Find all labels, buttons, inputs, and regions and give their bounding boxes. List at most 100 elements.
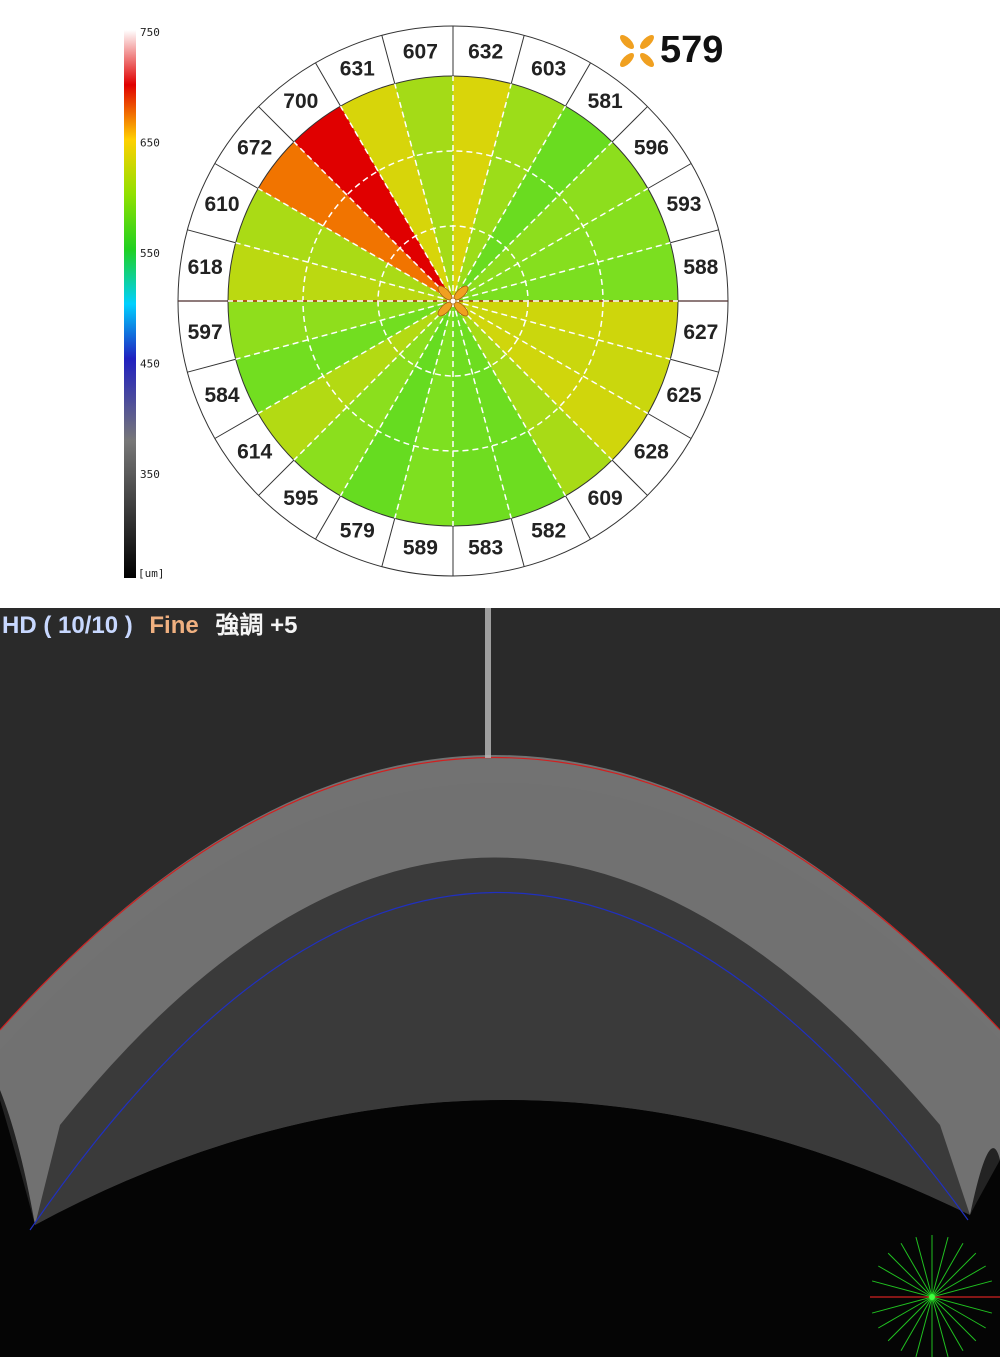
sector-label: 584: [205, 384, 240, 407]
sector-divider: [214, 413, 259, 439]
sector: [228, 242, 453, 301]
radial-line: [235, 242, 454, 302]
sector-label: 627: [683, 321, 718, 344]
sector-divider: [315, 495, 341, 540]
sector-divider: [565, 495, 591, 540]
sector-divider: [187, 229, 236, 244]
scan-direction: [931, 1252, 977, 1298]
scan-header: HD ( 10/10 ) Fine 強調 +5: [2, 611, 297, 639]
scan-quality: Fine: [149, 612, 198, 639]
scan-enhance: 強調 +5: [215, 611, 297, 639]
radial-line: [452, 300, 671, 360]
scan-direction: [871, 1296, 933, 1314]
sector-label: 588: [683, 256, 718, 279]
radial-line: [394, 83, 454, 302]
scale-tick-label: 550: [140, 247, 160, 260]
sector: [453, 242, 678, 301]
radial-line: [257, 187, 454, 302]
sector-divider: [315, 62, 341, 107]
radial-line: [394, 300, 454, 519]
radial-line: [452, 187, 649, 302]
radial-line: [452, 300, 512, 519]
sector-divider: [670, 358, 719, 373]
center-icon: [620, 35, 654, 67]
sector-label: 607: [403, 41, 438, 64]
sector: [453, 83, 566, 301]
sector: [453, 106, 613, 301]
scan-direction: [931, 1296, 949, 1358]
radial-line: [452, 83, 512, 302]
sector: [453, 301, 648, 461]
scale-unit: [um]: [138, 567, 165, 580]
sector-label: 579: [340, 520, 375, 543]
sector: [453, 188, 671, 301]
scale-tick-label: 350: [140, 468, 160, 481]
radial-line: [339, 105, 454, 302]
sector-label: 595: [283, 487, 318, 510]
sector-label: 700: [283, 90, 318, 113]
scan-direction: [931, 1296, 993, 1314]
sector-label: 582: [531, 520, 566, 543]
sector: [453, 301, 671, 414]
scan-direction: [887, 1252, 933, 1298]
scan-direction: [900, 1296, 933, 1351]
scan-direction: [915, 1236, 933, 1298]
radial-line: [452, 300, 613, 461]
scale-tick-label: 750: [140, 26, 160, 39]
sector: [394, 301, 453, 526]
sector-label: 610: [205, 193, 240, 216]
scan-direction: [931, 1236, 949, 1298]
sector-divider: [611, 106, 648, 143]
radial-line: [452, 300, 567, 497]
sector-label: 618: [188, 256, 223, 279]
scan-direction: [900, 1243, 933, 1298]
sector: [340, 83, 453, 301]
sector: [453, 301, 613, 496]
scale-tick-label: 450: [140, 358, 160, 371]
scan-direction: [878, 1296, 933, 1329]
radial-line: [293, 141, 454, 302]
sector: [293, 106, 453, 301]
sector-divider: [510, 35, 525, 84]
sector-label: 628: [634, 441, 669, 464]
color-scale: [124, 30, 136, 578]
sector-divider: [381, 518, 396, 567]
scan-mode: HD ( 10/10 ): [2, 612, 133, 639]
sector-label: 593: [666, 193, 701, 216]
scan-direction: [931, 1296, 977, 1342]
sector: [453, 301, 678, 360]
sector-label: 596: [634, 136, 669, 159]
sector-divider: [258, 106, 295, 143]
sector-divider: [647, 413, 692, 439]
radial-line: [452, 242, 671, 302]
sector-label: 609: [588, 487, 623, 510]
radial-line: [257, 300, 454, 415]
sector-label: 625: [666, 384, 701, 407]
sector: [394, 76, 453, 301]
sector: [340, 301, 453, 519]
sector-divider: [611, 459, 648, 496]
sector-label: 631: [340, 58, 375, 81]
sector: [258, 301, 453, 461]
sector: [235, 188, 453, 301]
sector: [228, 301, 453, 360]
sector-divider: [510, 518, 525, 567]
sector: [453, 76, 512, 301]
sector-divider: [670, 229, 719, 244]
sector-label: 589: [403, 536, 438, 559]
center-marker: [437, 285, 469, 317]
sector: [258, 141, 453, 301]
sector-divider: [565, 62, 591, 107]
sector: [293, 301, 453, 496]
sector: [453, 141, 648, 301]
scan-direction: [871, 1280, 933, 1298]
sector-divider: [187, 358, 236, 373]
sector-divider: [381, 35, 396, 84]
sector-label: 583: [468, 536, 503, 559]
scan-direction: [931, 1265, 986, 1298]
sector: [235, 301, 453, 414]
scale-tick-label: 650: [140, 137, 160, 150]
radial-line: [235, 300, 454, 360]
